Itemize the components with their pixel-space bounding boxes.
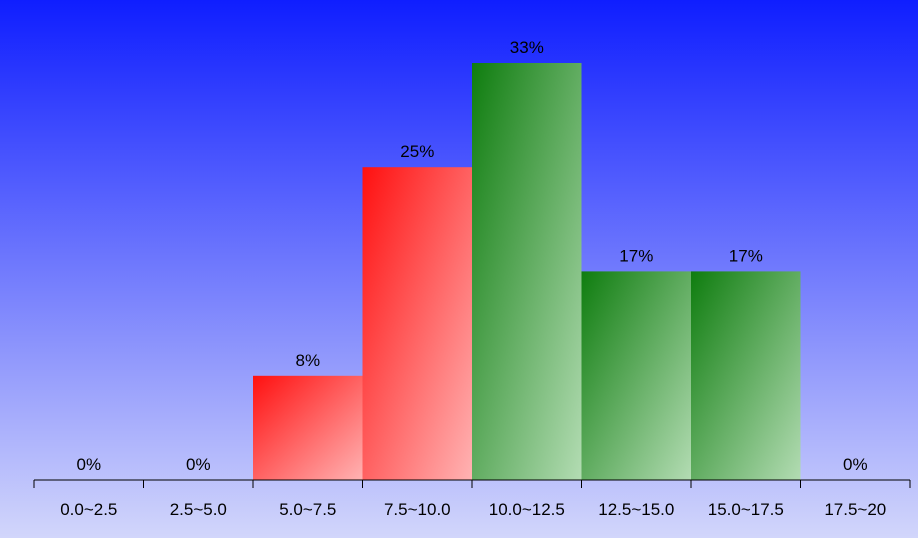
tick-label-2: 5.0~7.5 bbox=[279, 500, 336, 519]
tick-label-6: 15.0~17.5 bbox=[708, 500, 784, 519]
data-label-0: 0% bbox=[77, 455, 102, 474]
tick-label-1: 2.5~5.0 bbox=[170, 500, 227, 519]
bar-5 bbox=[581, 271, 691, 480]
bar-4 bbox=[472, 63, 582, 480]
bar-2 bbox=[253, 375, 363, 480]
data-label-4: 33% bbox=[510, 38, 544, 57]
tick-label-0: 0.0~2.5 bbox=[60, 500, 117, 519]
tick-label-4: 10.0~12.5 bbox=[489, 500, 565, 519]
data-label-5: 17% bbox=[619, 246, 653, 265]
bar-6 bbox=[691, 271, 801, 480]
tick-label-7: 17.5~20 bbox=[824, 500, 886, 519]
data-label-2: 8% bbox=[296, 351, 321, 370]
tick-label-5: 12.5~15.0 bbox=[598, 500, 674, 519]
labels-group: 0% 0.0~2.5 0% 2.5~5.0 8% 5.0~7.5 25% 7.5~10.0 33… bbox=[60, 38, 886, 519]
bar-3 bbox=[362, 167, 472, 480]
data-label-7: 0% bbox=[843, 455, 868, 474]
data-label-3: 25% bbox=[400, 142, 434, 161]
data-label-1: 0% bbox=[186, 455, 211, 474]
tick-label-3: 7.5~10.0 bbox=[384, 500, 451, 519]
data-label-6: 17% bbox=[729, 246, 763, 265]
bars-group bbox=[253, 63, 801, 480]
x-axis bbox=[33, 479, 911, 488]
